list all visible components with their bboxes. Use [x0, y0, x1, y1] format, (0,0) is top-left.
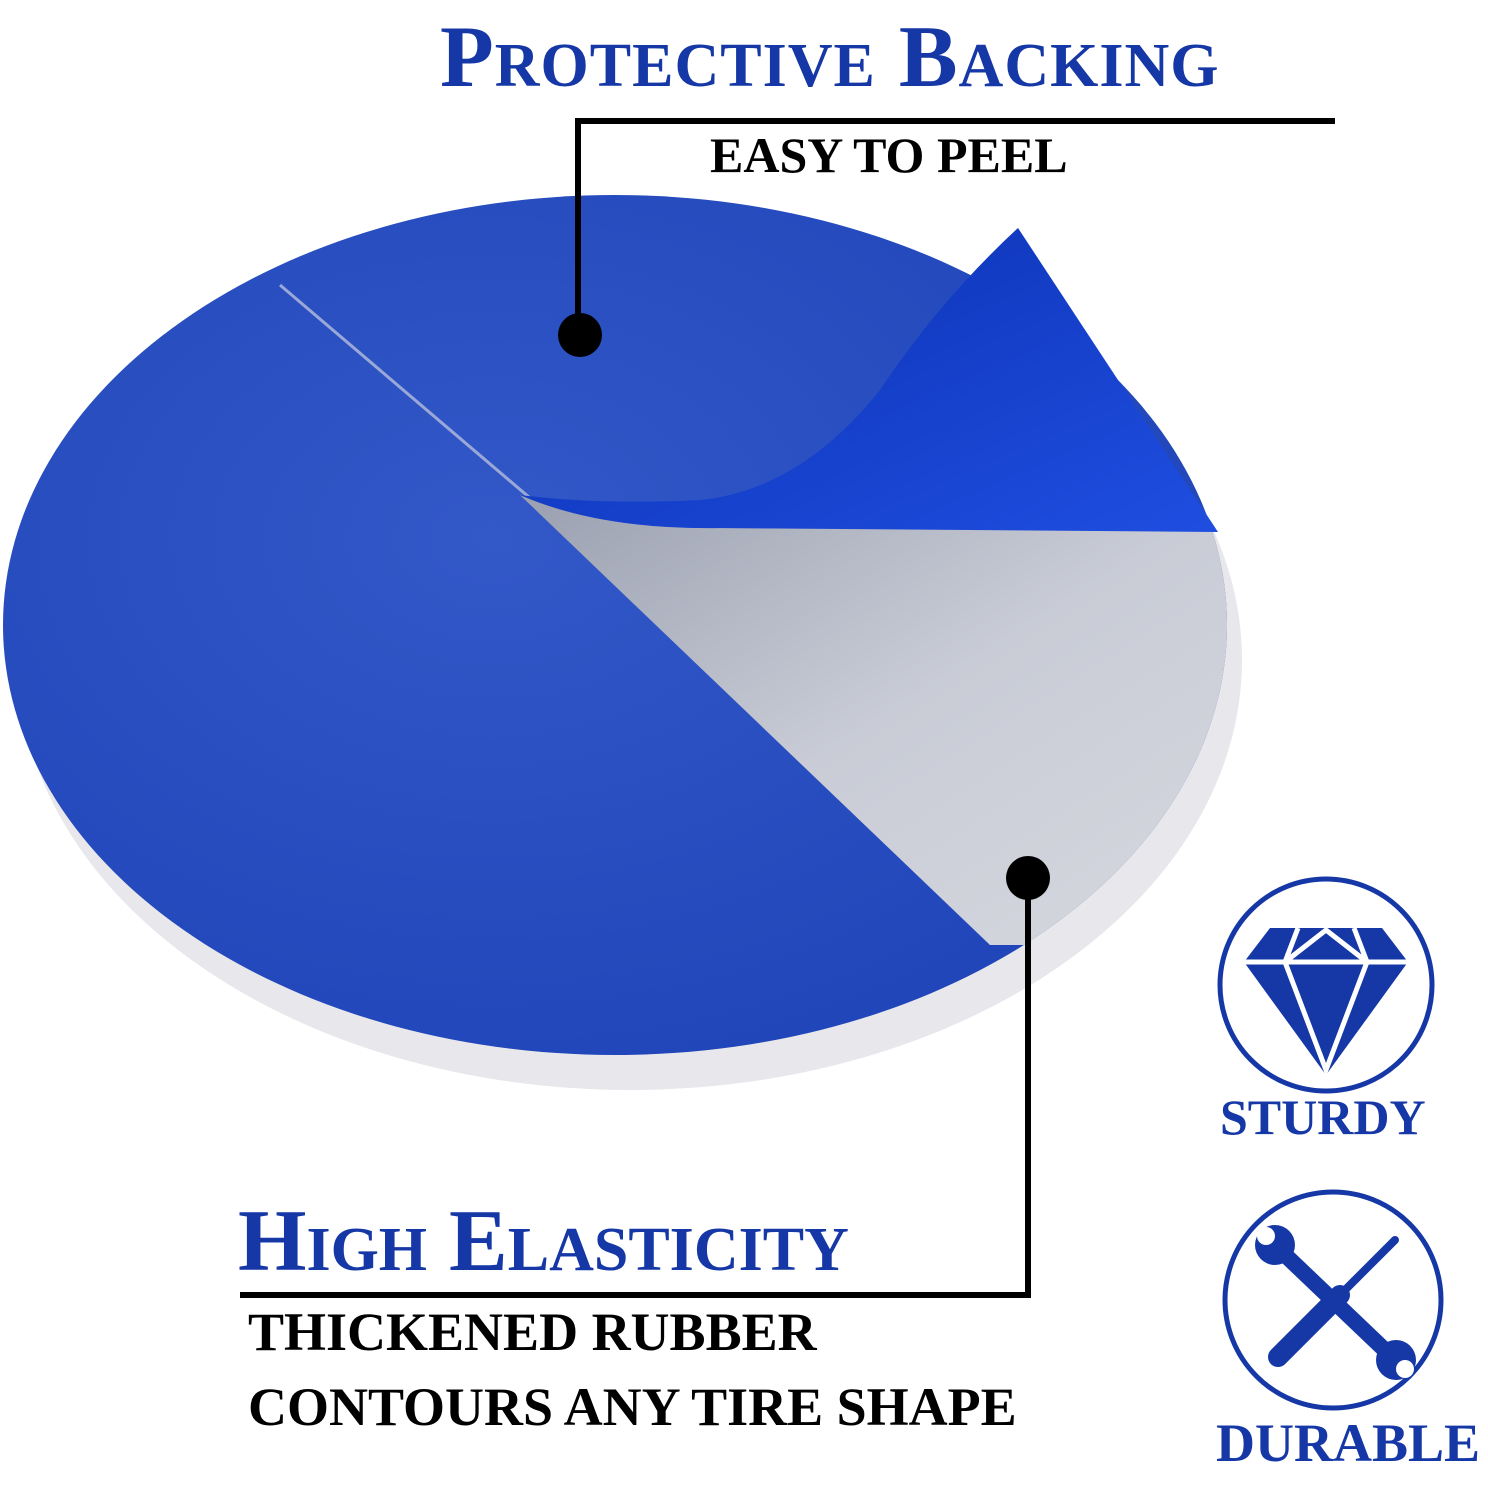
feature-label-durable: DURABLE	[1216, 1413, 1481, 1473]
leader-dot-top	[558, 313, 602, 357]
headline-high-elasticity: High Elasticity	[238, 1193, 849, 1290]
headline-protective-backing: Protective Backing	[440, 9, 1220, 106]
diamond-icon	[1217, 876, 1435, 1094]
leader-dot-bottom	[1006, 856, 1050, 900]
callout-line-2: CONTOURS ANY TIRE SHAPE	[248, 1377, 1017, 1437]
leader-line-bottom	[240, 878, 1031, 1298]
callout-line-1: THICKENED RUBBER	[248, 1302, 817, 1362]
subtitle-easy-to-peel: EASY TO PEEL	[710, 127, 1068, 183]
wrench-screwdriver-icon	[1222, 1189, 1444, 1411]
feature-label-sturdy: STURDY	[1220, 1089, 1426, 1145]
leader-line-top	[575, 118, 1335, 335]
peeled-flap	[520, 228, 1218, 532]
exposed-backing	[520, 495, 1227, 945]
slit-line	[279, 283, 531, 500]
